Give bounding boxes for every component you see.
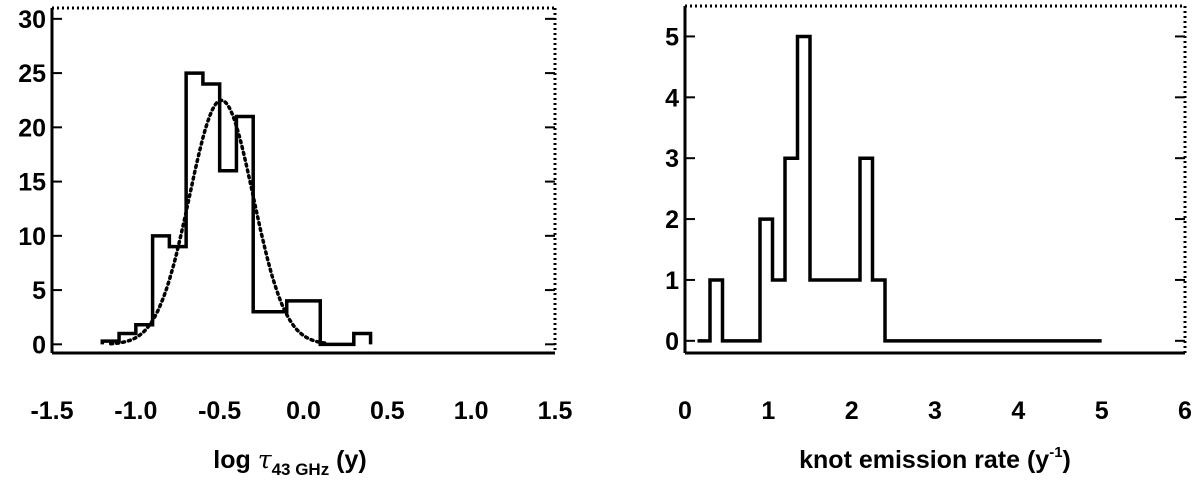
left-y-tick-label: 20: [18, 114, 46, 142]
right-x-axis-title-prefix: knot emission rate (y: [799, 446, 1049, 474]
left-x-axis-title: log τ43 GHz (y): [213, 445, 366, 479]
left-gaussian-fit-curve: [108, 98, 331, 346]
left-x-axis-title-prefix: log: [213, 446, 257, 474]
right-x-tick-label: 6: [1178, 397, 1192, 425]
left-x-tick-label: -0.5: [198, 397, 241, 425]
left-x-tick-label: 1.0: [454, 397, 489, 425]
left-y-tick-label: 15: [18, 169, 46, 197]
right-y-tick-label: 2: [665, 206, 679, 234]
right-x-tick-label: 3: [928, 397, 942, 425]
right-y-tick-label: 4: [665, 84, 679, 112]
right-x-axis-title-suffix: ): [1063, 446, 1071, 474]
left-x-tick-label: 0.5: [370, 397, 405, 425]
right-x-axis-title-superscript: -1: [1049, 444, 1062, 461]
right-x-axis-title: knot emission rate (y-1): [799, 444, 1071, 474]
right-y-tick-label: 0: [665, 328, 679, 356]
left-histogram-panel: 0 5 10 15 20 25 30 -1.5 -1.0 -0.5 0.0 0.5 1.0 1.5: [18, 6, 572, 425]
left-x-tick-label: 1.5: [538, 397, 573, 425]
right-y-tick-label: 3: [665, 145, 679, 173]
right-x-tick-label: 2: [845, 397, 859, 425]
right-histogram-steps: [697, 34, 1102, 343]
left-x-axis-title-subscript: 43 GHz: [272, 460, 330, 479]
right-y-tick-label: 5: [665, 23, 679, 51]
right-x-tick-label: 4: [1011, 397, 1025, 425]
left-x-tick-label: -1.5: [30, 397, 73, 425]
left-x-tick-label: 0.0: [286, 397, 321, 425]
left-y-tick-label: 5: [32, 277, 46, 305]
left-y-tick-label: 10: [18, 223, 46, 251]
right-x-tick-label: 0: [678, 397, 692, 425]
left-x-tick-label: -1.0: [114, 397, 157, 425]
right-x-tick-label: 5: [1095, 397, 1109, 425]
left-y-tick-label: 0: [32, 331, 46, 359]
left-x-axis-title-symbol: τ: [258, 445, 273, 474]
left-y-tick-label: 25: [18, 60, 46, 88]
right-y-tick-label: 1: [665, 267, 679, 295]
right-histogram-panel: 0 1 2 3 4 5 0 1 2 3 4 5 6: [665, 4, 1192, 425]
right-x-tick-label: 1: [761, 397, 775, 425]
left-y-tick-label: 30: [18, 6, 46, 34]
left-histogram-steps: [100, 71, 373, 347]
left-x-axis-title-suffix: (y): [329, 446, 367, 474]
